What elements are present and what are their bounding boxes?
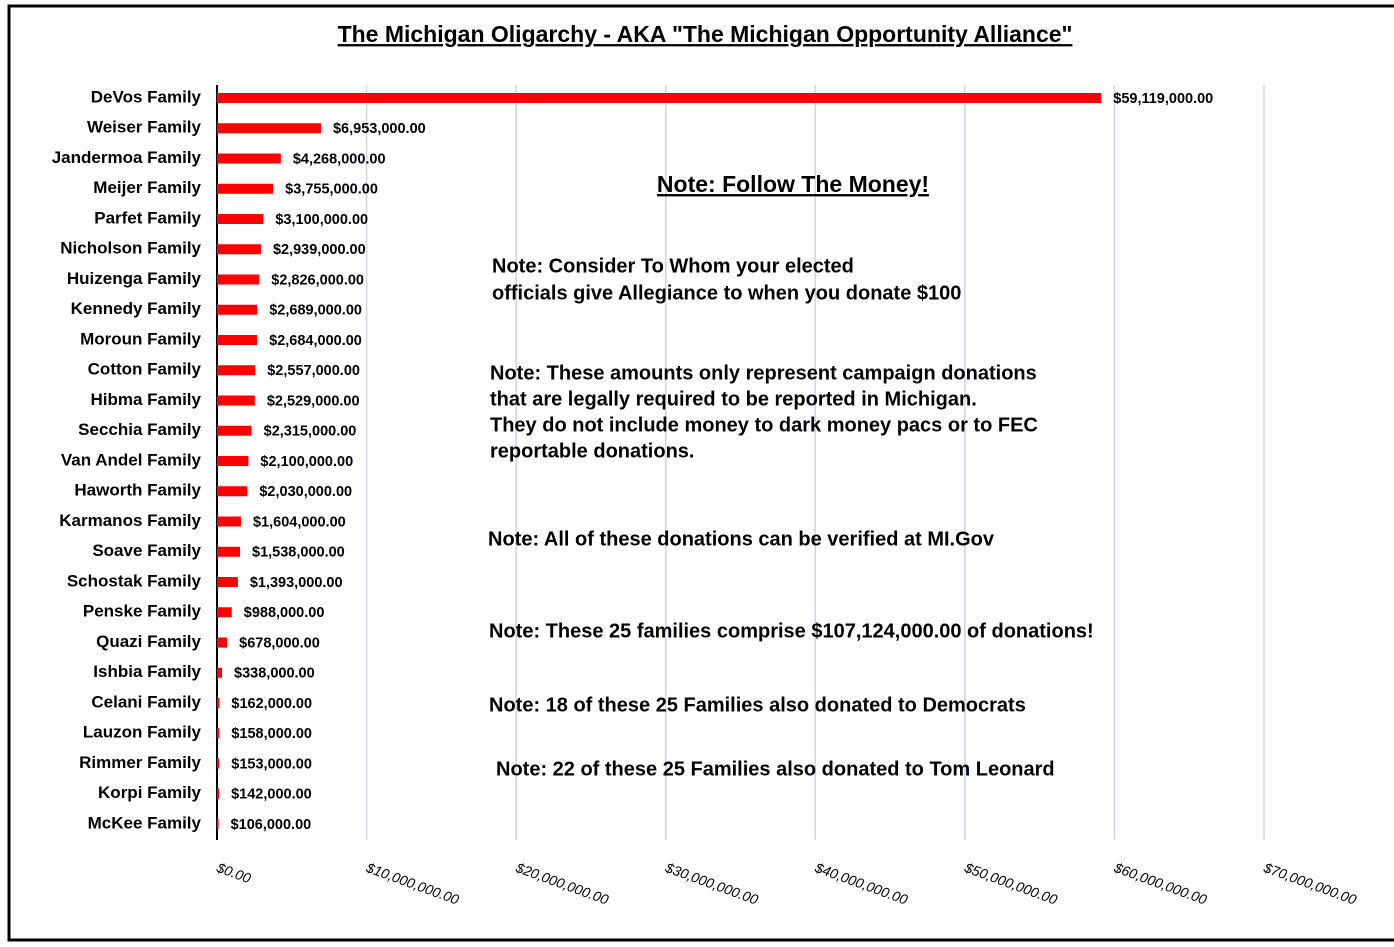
- bar: [217, 486, 248, 497]
- value-label: $338,000.00: [234, 666, 315, 682]
- y-tick-label: Secchia Family: [78, 420, 201, 439]
- bar: [217, 335, 258, 345]
- bar: [217, 607, 232, 618]
- y-tick-label: Soave Family: [92, 541, 201, 560]
- y-tick-label: Quazi Family: [96, 632, 201, 651]
- bar: [217, 456, 249, 466]
- annotation: Note: All of these donations can be veri…: [488, 528, 995, 550]
- bar: [217, 153, 281, 164]
- value-label: $3,755,000.00: [285, 182, 378, 198]
- bar: [217, 577, 238, 587]
- y-tick-label: Huizenga Family: [67, 269, 202, 288]
- value-label: $2,529,000.00: [267, 393, 360, 409]
- bar: [217, 214, 264, 224]
- annotation: officials give Allegiance to when you do…: [492, 282, 961, 304]
- bar: [217, 819, 219, 829]
- bar: [217, 546, 241, 557]
- annotation: Note: 18 of these 25 Families also donat…: [489, 694, 1026, 716]
- value-label: $678,000.00: [239, 635, 320, 651]
- annotation: that are legally required to be reported…: [490, 388, 977, 410]
- bar: [217, 516, 241, 527]
- value-label: $158,000.00: [231, 726, 312, 742]
- y-tick-label: Karmanos Family: [59, 511, 201, 530]
- y-tick-label: Kennedy Family: [71, 299, 202, 318]
- bar: [217, 425, 252, 436]
- annotation: Note: 22 of these 25 Families also donat…: [496, 758, 1055, 780]
- y-tick-label: Celani Family: [91, 692, 201, 711]
- bar: [217, 183, 274, 194]
- y-tick-label: Cotton Family: [88, 360, 202, 379]
- value-label: $2,100,000.00: [260, 454, 353, 470]
- y-tick-label: Ishbia Family: [93, 662, 201, 681]
- y-tick-label: Haworth Family: [74, 481, 201, 500]
- value-label: $162,000.00: [231, 696, 312, 712]
- bar: [217, 365, 256, 376]
- value-label: $2,689,000.00: [269, 303, 362, 319]
- annotation: Note: Follow The Money!: [657, 171, 929, 197]
- value-label: $2,826,000.00: [271, 272, 364, 288]
- y-tick-label: Lauzon Family: [83, 723, 202, 742]
- y-tick-label: Penske Family: [83, 602, 202, 621]
- bar: [217, 758, 220, 769]
- annotation: Note: These 25 families comprise $107,12…: [489, 620, 1094, 642]
- annotation: reportable donations.: [490, 440, 694, 462]
- value-label: $2,684,000.00: [269, 333, 362, 349]
- value-label: $153,000.00: [231, 756, 312, 772]
- bar: [217, 728, 220, 739]
- value-label: $2,315,000.00: [264, 424, 357, 440]
- y-tick-label: Korpi Family: [98, 783, 202, 802]
- value-label: $59,119,000.00: [1113, 91, 1213, 107]
- y-tick-label: DeVos Family: [91, 87, 202, 106]
- value-label: $6,953,000.00: [333, 121, 426, 137]
- y-tick-label: Weiser Family: [87, 118, 202, 137]
- bar: [217, 123, 321, 134]
- chart-title: The Michigan Oligarchy - AKA "The Michig…: [338, 21, 1073, 47]
- value-label: $988,000.00: [244, 605, 325, 621]
- y-tick-label: Hibma Family: [90, 390, 201, 409]
- bar: [217, 304, 258, 315]
- annotation: They do not include money to dark money …: [490, 414, 1038, 436]
- value-label: $2,030,000.00: [259, 484, 352, 500]
- y-tick-label: Moroun Family: [80, 329, 201, 348]
- value-label: $4,268,000.00: [293, 151, 386, 167]
- annotation: Note: These amounts only represent campa…: [490, 362, 1037, 384]
- bar: [217, 274, 260, 285]
- bar: [217, 698, 220, 708]
- bar: [217, 93, 1102, 103]
- y-tick-label: Parfet Family: [94, 208, 201, 227]
- y-tick-label: Jandermoa Family: [52, 148, 202, 167]
- value-label: $142,000.00: [231, 787, 312, 803]
- bar: [217, 244, 261, 255]
- bar: [217, 788, 220, 799]
- y-tick-label: Van Andel Family: [61, 450, 202, 469]
- value-label: $3,100,000.00: [275, 212, 368, 228]
- bar: [217, 395, 255, 406]
- bar: [217, 667, 223, 678]
- y-tick-label: Schostak Family: [67, 571, 202, 590]
- y-tick-label: Meijer Family: [93, 178, 201, 197]
- annotation: Note: Consider To Whom your elected: [492, 255, 854, 277]
- value-label: $2,557,000.00: [267, 363, 360, 379]
- bar: [217, 637, 228, 648]
- y-tick-label: Rimmer Family: [79, 753, 201, 772]
- y-tick-label: McKee Family: [88, 813, 202, 832]
- value-label: $1,604,000.00: [253, 514, 346, 530]
- value-label: $1,538,000.00: [252, 545, 345, 561]
- value-label: $106,000.00: [231, 817, 312, 833]
- value-label: $2,939,000.00: [273, 242, 366, 258]
- y-tick-label: Nicholson Family: [60, 239, 201, 258]
- value-label: $1,393,000.00: [250, 575, 343, 591]
